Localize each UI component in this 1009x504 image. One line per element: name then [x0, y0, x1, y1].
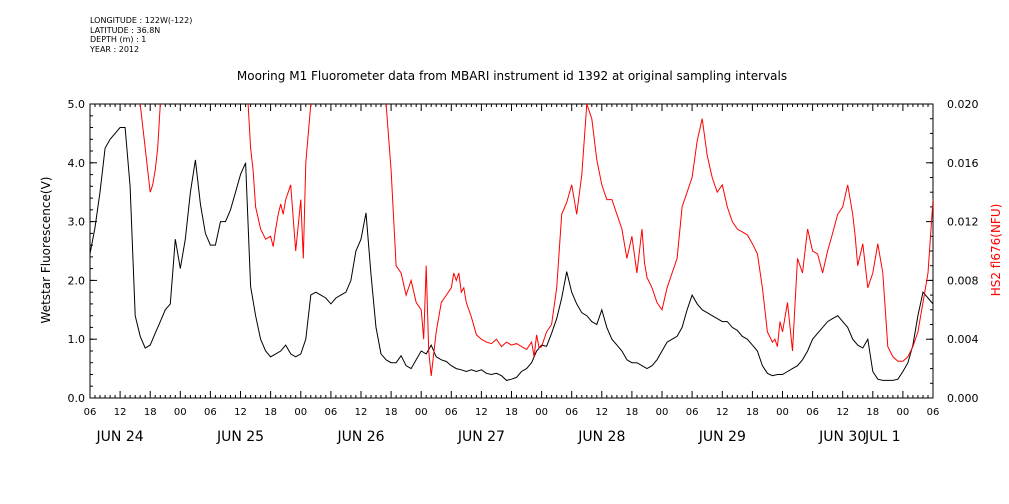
- x-hour-label: 00: [174, 407, 187, 418]
- x-hour-label: 06: [806, 407, 819, 418]
- x-hour-label: 12: [475, 407, 488, 418]
- x-hour-label: 00: [897, 407, 910, 418]
- x-hour-label: 00: [294, 407, 307, 418]
- y-left-tick-label: 0.0: [68, 392, 86, 405]
- x-hour-label: 12: [595, 407, 608, 418]
- left-axis-label: Wetstar Fluorescence(V): [39, 177, 53, 324]
- y-right-tick-label: 0.008: [947, 274, 979, 287]
- x-hour-label: 18: [264, 407, 277, 418]
- x-hour-label: 12: [716, 407, 729, 418]
- axis-labels: 06 12 18 00 06 12 18 00 06 12 18 00 06 12 18 00 06 12 18 00…: [68, 98, 979, 445]
- station-metadata: LONGITUDE : 122W(-122) LATITUDE : 36.8N …: [90, 16, 192, 54]
- x-hour-label: 06: [565, 407, 578, 418]
- x-day-label: JUN 25: [216, 429, 264, 445]
- x-hour-label: 12: [355, 407, 368, 418]
- longitude-text: LONGITUDE : 122W(-122): [90, 16, 193, 25]
- axis-ticks: [89, 103, 934, 399]
- x-hour-label: 18: [385, 407, 398, 418]
- x-hour-label: 00: [415, 407, 428, 418]
- x-hour-label: 18: [866, 407, 879, 418]
- x-hour-label: 06: [84, 407, 97, 418]
- y-left-tick-label: 4.0: [68, 157, 86, 170]
- y-left-tick-label: 2.0: [68, 274, 86, 287]
- x-hour-label: 00: [656, 407, 669, 418]
- chart-title: Mooring M1 Fluorometer data from MBARI i…: [237, 69, 787, 83]
- x-hour-label: 06: [325, 407, 338, 418]
- series-line-hs2: [139, 104, 933, 376]
- x-hour-label: 18: [505, 407, 518, 418]
- x-hour-label: 12: [234, 407, 247, 418]
- x-day-label: JUN 26: [336, 429, 384, 445]
- x-day-label: JUN 27: [457, 429, 505, 445]
- x-hour-label: 18: [144, 407, 157, 418]
- x-hour-label: 18: [626, 407, 639, 418]
- y-left-tick-label: 5.0: [68, 98, 86, 111]
- y-left-tick-label: 3.0: [68, 216, 86, 229]
- y-right-tick-label: 0.020: [947, 98, 979, 111]
- latitude-text: LATITUDE : 36.8N: [90, 25, 161, 35]
- x-day-label: JUN 28: [577, 429, 625, 445]
- x-hour-label: 06: [204, 407, 217, 418]
- depth-text: DEPTH (m) : 1: [90, 35, 147, 44]
- y-right-tick-label: 0.012: [947, 216, 979, 229]
- right-axis-label: HS2 fl676(NFU): [989, 204, 1003, 297]
- y-right-tick-label: 0.016: [947, 157, 979, 170]
- y-right-tick-label: 0.000: [947, 392, 979, 405]
- series-group: [90, 104, 933, 381]
- x-hour-label: 00: [776, 407, 789, 418]
- x-day-label: JUN 24: [96, 429, 144, 445]
- x-hour-label: 06: [445, 407, 458, 418]
- plot-frame: [89, 103, 934, 399]
- x-day-label: JUN 29: [698, 429, 746, 445]
- x-hour-label: 12: [836, 407, 849, 418]
- x-hour-label: 18: [746, 407, 759, 418]
- x-hour-label: 00: [535, 407, 548, 418]
- x-day-label: JUL 1: [864, 429, 901, 445]
- series-line-wetstar: [90, 127, 933, 381]
- year-text: YEAR : 2012: [90, 44, 140, 54]
- x-hour-label: 12: [114, 407, 127, 418]
- y-left-tick-label: 1.0: [68, 333, 86, 346]
- x-hour-label: 06: [927, 407, 940, 418]
- x-hour-label: 06: [686, 407, 699, 418]
- x-day-label: JUN 30: [818, 429, 866, 445]
- y-right-tick-label: 0.004: [947, 333, 979, 346]
